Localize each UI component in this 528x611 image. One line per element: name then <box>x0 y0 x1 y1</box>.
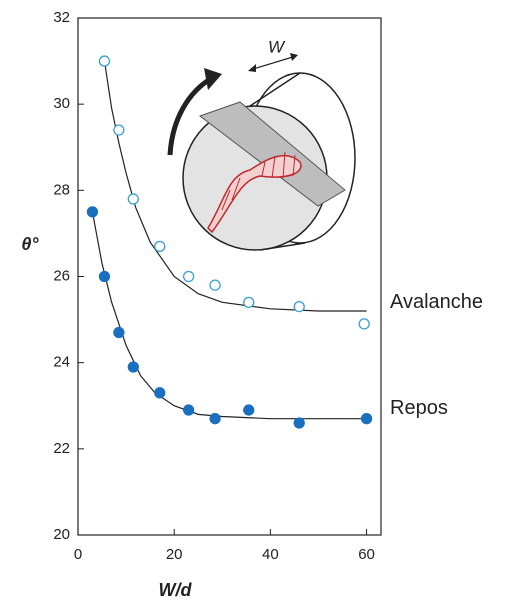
data-point <box>182 404 195 416</box>
x-tick-label: 0 <box>74 546 82 563</box>
data-point <box>154 387 166 399</box>
y-tick-label: 28 <box>53 181 70 198</box>
y-tick-label: 26 <box>53 267 70 284</box>
data-point <box>293 417 305 429</box>
legend-label: Repos <box>390 397 448 419</box>
y-axis-label: θ° <box>21 234 39 254</box>
inset-label: W <box>268 37 286 56</box>
data-point <box>358 318 370 330</box>
data-point <box>113 124 125 136</box>
data-point <box>243 404 255 416</box>
y-tick-label: 32 <box>53 9 70 26</box>
data-point <box>86 206 99 218</box>
data-point <box>113 326 125 339</box>
fit-line <box>103 60 367 312</box>
y-tick-label: 22 <box>53 440 70 457</box>
data-point <box>98 55 111 67</box>
legend-label: Avalanche <box>390 291 483 313</box>
inset-illustration <box>167 53 356 251</box>
x-tick-label: 40 <box>262 546 279 563</box>
data-point <box>154 240 166 252</box>
data-point <box>360 413 373 425</box>
x-tick-label: 20 <box>166 546 183 563</box>
data-point <box>127 193 139 205</box>
data-point <box>182 270 195 283</box>
data-point <box>209 279 221 291</box>
data-point <box>243 296 255 309</box>
data-point <box>98 270 111 283</box>
y-tick-label: 20 <box>53 526 70 543</box>
data-point <box>293 301 305 313</box>
x-axis-label: W/d <box>159 580 193 600</box>
x-tick-label: 60 <box>358 546 375 563</box>
data-point <box>127 361 139 373</box>
y-tick-label: 30 <box>53 95 70 112</box>
y-tick-label: 24 <box>53 354 70 371</box>
data-point <box>209 413 221 425</box>
